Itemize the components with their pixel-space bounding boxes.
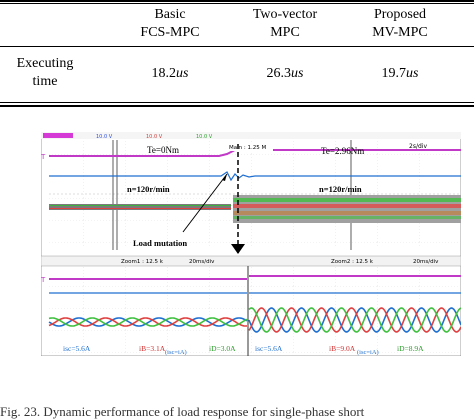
figure-caption: Fig. 23. Dynamic performance of load res… (0, 404, 365, 419)
zoom2-div: 20ms/div (413, 259, 439, 265)
right-id-label: iD=8.9A (397, 344, 424, 353)
left-id-label: iD=3.0A (209, 344, 236, 353)
row-label-executing-time: Executing time (16, 56, 74, 89)
left-isc-label: isc=5.6A (63, 344, 91, 353)
right-isc-ia-label: (isc=iA) (357, 349, 379, 356)
speed-trace (49, 171, 461, 182)
col-header-basic: Basic FCS-MPC (140, 7, 200, 40)
load-mutation-pointer (182, 173, 228, 233)
table-mid-rule (0, 46, 474, 47)
channel-4-volt: 10.0 V (196, 134, 213, 140)
left-isc-wave (48, 317, 248, 327)
timebase-top: 2s/div (409, 143, 427, 150)
speed-right-label: n=120r/min (319, 184, 362, 194)
current-band-left (49, 204, 231, 210)
table-top-rule (0, 0, 474, 2)
value-proposed: 19.7us (381, 66, 419, 81)
left-isc-ia-label: (isc=iA) (165, 349, 187, 356)
right-ib-wave (248, 307, 461, 333)
oscilloscope-figure: 10.0 V 10.0 V 10.0 V T Te=0Nm Main : 1.2… (41, 132, 461, 356)
main-label: Main : 1.25 M (229, 145, 266, 151)
phase-current-waves (48, 307, 461, 333)
table-top-rule-2 (0, 3, 474, 4)
zoom1-div: 20ms/div (189, 259, 215, 265)
channel-1-tag (43, 133, 73, 138)
channel-bar (41, 132, 461, 139)
speed-left-label: n=120r/min (127, 184, 170, 194)
execution-time-table: Basic FCS-MPC Two-vector MPC Proposed MV-MP… (0, 0, 474, 110)
value-basic: 18.2us (151, 66, 189, 81)
right-isc-wave (248, 307, 461, 333)
right-isc-label: isc=5.6A (255, 344, 283, 353)
value-two-vector: 26.3us (266, 66, 304, 81)
table-bottom-rule (0, 102, 474, 103)
te-right-label: Te=2.96Nm (321, 146, 364, 156)
channel-2-volt: 10.0 V (96, 134, 113, 140)
zoom1-window (49, 266, 247, 356)
zoom1-label: Zoom1 : 12.5 k (121, 259, 164, 265)
load-mutation-label: Load mutation (133, 238, 187, 248)
svg-text:T: T (41, 153, 46, 161)
col-header-two-vector: Two-vector MPC (252, 7, 318, 40)
col-header-proposed: Proposed MV-MPC (372, 7, 428, 40)
mutation-arrowhead (231, 244, 245, 254)
te-left-label: Te=0Nm (147, 145, 179, 155)
table-bottom-rule-2 (0, 105, 474, 107)
left-ib-label: iB=3.1A (139, 344, 166, 353)
left-id-wave (48, 317, 248, 327)
right-ib-label: iB=9.0A (329, 344, 356, 353)
right-id-wave (248, 307, 461, 333)
channel-3-volt: 10.0 V (146, 134, 163, 140)
zoom2-label: Zoom2 : 12.5 k (331, 259, 374, 265)
svg-text:T: T (41, 276, 46, 284)
left-ib-wave (48, 317, 248, 327)
